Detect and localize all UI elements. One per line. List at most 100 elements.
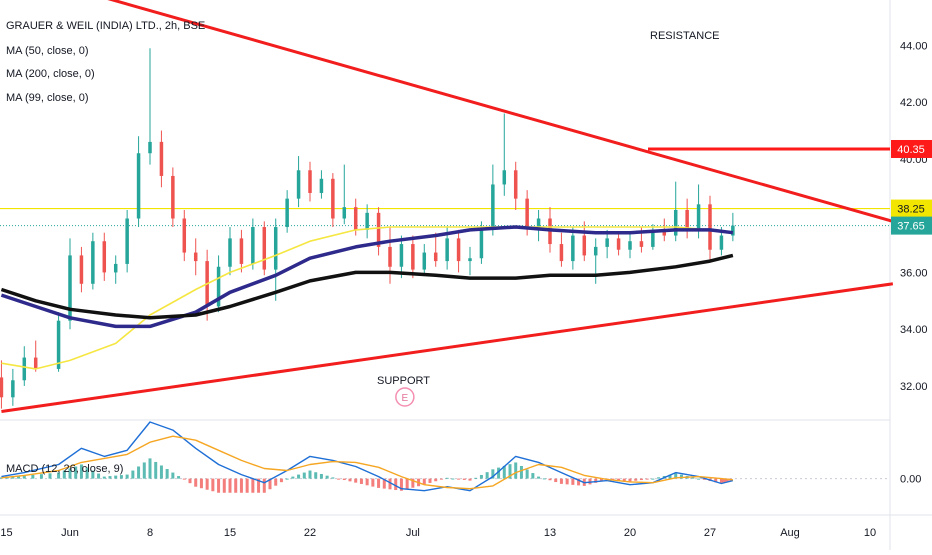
candle-body (319, 178, 324, 193)
macd-histogram-bar (171, 472, 175, 479)
macd-histogram-bar (462, 478, 466, 480)
candle-body (582, 235, 587, 256)
price-tick-label: 36.00 (900, 267, 928, 279)
candle-body (696, 204, 701, 230)
macd-histogram-bar (211, 478, 215, 492)
price-tick-label: 34.00 (900, 324, 928, 336)
macd-histogram-bar (719, 478, 723, 484)
macd-histogram-bar (725, 478, 729, 482)
time-tick-label: :15 (0, 527, 13, 539)
macd-histogram-bar (97, 473, 101, 479)
candle-body (559, 244, 564, 262)
macd-histogram-bar (485, 472, 489, 479)
candle-body (479, 229, 484, 259)
macd-histogram-bar (514, 462, 518, 479)
level-price-tag (891, 139, 932, 158)
candle-body (353, 207, 358, 230)
candle-body (388, 246, 392, 267)
candle-body (491, 184, 495, 230)
macd-histogram-bar (354, 478, 358, 483)
candle-body (593, 246, 598, 256)
macd-histogram-bar (314, 472, 318, 479)
candle-body (216, 266, 221, 307)
candle-body (228, 238, 232, 267)
moving-average-line (0, 253, 734, 320)
candle-body (68, 255, 72, 321)
macd-histogram-bar (279, 478, 283, 483)
macd-histogram-bar (479, 474, 483, 479)
candle-body (571, 235, 575, 262)
macd-histogram-bar (285, 478, 289, 480)
macd-histogram-bar (497, 467, 501, 479)
event-marker (395, 387, 415, 407)
candle-body (422, 252, 427, 270)
macd-histogram-bar (525, 469, 529, 479)
macd-histogram-bar (508, 464, 512, 479)
candle-body (468, 258, 472, 262)
macd-histogram-bar (159, 465, 163, 479)
macd-histogram-bar (468, 478, 472, 481)
macd-histogram-bar (542, 478, 546, 480)
macd-histogram-bar (571, 478, 575, 485)
macd-histogram-bar (565, 478, 569, 485)
macd-histogram-bar (274, 478, 278, 486)
macd-histogram-bar (434, 478, 438, 482)
candle-body (616, 238, 621, 250)
macd-histogram-bar (537, 476, 541, 479)
candle-body (102, 241, 107, 273)
macd-histogram-bar (679, 474, 683, 479)
candle-body (605, 238, 609, 247)
macd-histogram-bar (154, 461, 158, 479)
candle-body (628, 241, 632, 250)
candle-body (22, 357, 27, 381)
macd-histogram-bar (337, 478, 341, 480)
macd-histogram-bar (548, 478, 552, 481)
macd-histogram-bar (428, 478, 432, 483)
candle-body (56, 320, 61, 369)
macd-histogram-bar (22, 475, 26, 479)
price-tick-label: 32.00 (900, 381, 928, 393)
price-tick-label: 44.00 (900, 40, 928, 52)
macd-histogram-bar (165, 469, 169, 479)
macd-histogram-bar (137, 466, 141, 479)
candle-body (651, 229, 655, 247)
macd-histogram-bar (17, 476, 21, 479)
macd-histogram-bar (394, 478, 398, 491)
moving-average-line (1, 226, 733, 370)
support-trendline (1, 282, 894, 413)
candle-body (113, 263, 118, 273)
candle-body (125, 218, 129, 264)
macd-histogram-bar (445, 477, 449, 479)
macd-histogram-bar (668, 474, 672, 479)
macd-histogram-bar (634, 478, 638, 481)
macd-histogram-bar (531, 473, 535, 479)
legend-ma99: MA (99, close, 0) (6, 92, 89, 104)
candle-body (411, 244, 415, 270)
macd-histogram-bar (399, 478, 403, 491)
macd-histogram-bar (382, 478, 386, 489)
macd-histogram-bar (57, 472, 61, 479)
macd-histogram-bar (79, 464, 83, 479)
candle-body (182, 218, 187, 253)
macd-histogram-bar (474, 477, 478, 479)
macd-histogram-bar (554, 478, 558, 483)
macd-histogram-bar (48, 473, 52, 479)
candle-body (673, 210, 678, 236)
macd-histogram-bar (39, 474, 43, 479)
level-price-label: 40.35 (897, 144, 925, 156)
macd-histogram-bar (359, 478, 363, 484)
macd-histogram-bar (268, 478, 272, 490)
candle-body (433, 252, 438, 262)
macd-histogram-bar (125, 474, 129, 479)
macd-histogram-bar (348, 478, 352, 482)
candle-body (708, 204, 712, 250)
macd-histogram-bar (177, 476, 181, 479)
chart-title: GRAUER & WEIL (INDIA) LTD., 2h, BSE (6, 20, 206, 32)
candle-body (91, 241, 95, 284)
macd-histogram-bar (194, 478, 198, 487)
macd-histogram-bar (371, 478, 375, 487)
support-annotation: SUPPORT (377, 375, 430, 387)
macd-histogram-bar (622, 478, 626, 482)
